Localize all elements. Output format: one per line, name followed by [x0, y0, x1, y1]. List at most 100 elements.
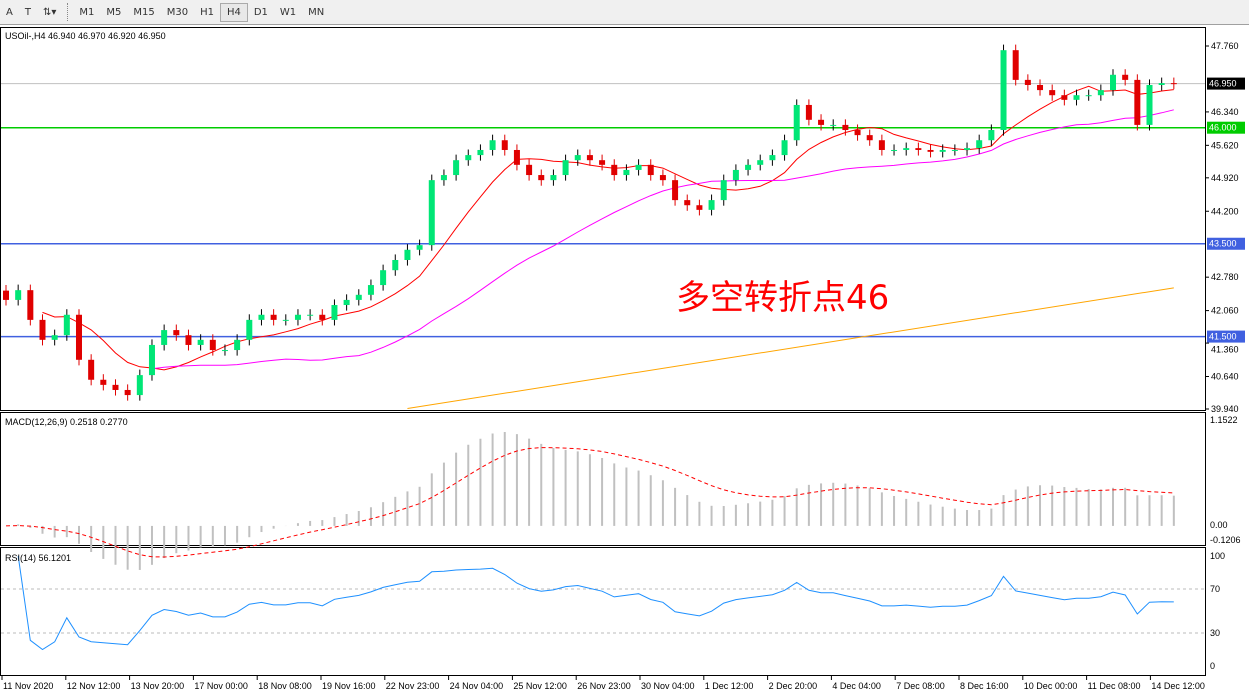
- candle-body: [367, 285, 374, 295]
- candle-body: [234, 339, 241, 351]
- time-tick-label: 25 Nov 12:00: [513, 681, 567, 691]
- text-icon[interactable]: A: [6, 6, 13, 18]
- timeframe-mn[interactable]: MN: [308, 6, 325, 18]
- candle-body: [440, 175, 447, 181]
- candle-body: [611, 164, 618, 176]
- timeframe-d1[interactable]: D1: [253, 6, 268, 18]
- candle-body: [720, 180, 727, 201]
- candle-body: [599, 160, 606, 165]
- toolbar: A T ⇅▾ M1 M5 M15 M30 H1 H4 D1 W1 MN: [0, 0, 1249, 25]
- candle-body: [1122, 74, 1129, 80]
- candle-body: [1097, 90, 1104, 96]
- time-tick-label: 10 Dec 00:00: [1024, 681, 1078, 691]
- price-line-badge: [1207, 330, 1245, 343]
- time-tick-label: 12 Nov 12:00: [67, 681, 121, 691]
- time-tick-label: 26 Nov 23:00: [577, 681, 631, 691]
- candle-body: [769, 155, 776, 161]
- candle-body: [976, 140, 983, 149]
- time-tick-label: 19 Nov 16:00: [322, 681, 376, 691]
- candle-body: [294, 314, 301, 320]
- candle-body: [136, 375, 143, 396]
- price-tick-label: 39.940: [1211, 404, 1239, 414]
- candle-body: [416, 245, 423, 250]
- candle-body: [1000, 50, 1007, 131]
- candle-body: [258, 314, 265, 320]
- candle-body: [209, 339, 216, 351]
- candle-body: [477, 149, 484, 156]
- candle-body: [1134, 79, 1141, 125]
- price-tick-label: 47.760: [1211, 41, 1239, 51]
- candle-body: [708, 200, 715, 210]
- timeframe-m5[interactable]: M5: [106, 6, 122, 18]
- candle-body: [793, 104, 800, 141]
- candle-body: [781, 140, 788, 156]
- rsi-tick-label: 30: [1210, 628, 1220, 638]
- time-tick-label: 24 Nov 04:00: [450, 681, 504, 691]
- macd-panel: [0, 412, 1206, 546]
- macd-tick-label: 0.00: [1210, 520, 1228, 530]
- candle-body: [1085, 95, 1092, 97]
- candle-body: [562, 160, 569, 176]
- candle-body: [550, 175, 557, 181]
- candle-body: [757, 160, 764, 165]
- arrows-icon[interactable]: ⇅▾: [42, 6, 57, 18]
- timeframe-h4[interactable]: H4: [219, 2, 248, 22]
- time-tick-label: 2 Dec 20:00: [769, 681, 818, 691]
- macd-tick-label: 1.1522: [1210, 415, 1238, 425]
- ma-fast-line: [42, 85, 1174, 371]
- price-tick-label: 40.640: [1211, 372, 1239, 382]
- price-line-badge: [1207, 237, 1245, 250]
- time-tick-label: 4 Dec 04:00: [832, 681, 881, 691]
- timeframe-m1[interactable]: M1: [79, 6, 95, 18]
- price-tick-label: 45.620: [1211, 140, 1239, 150]
- time-tick-label: 30 Nov 04:00: [641, 681, 695, 691]
- text-label-icon[interactable]: T: [24, 6, 31, 18]
- candle-body: [39, 319, 46, 340]
- candle-body: [878, 140, 885, 150]
- time-tick-label: 1 Dec 12:00: [705, 681, 754, 691]
- candle-body: [282, 319, 289, 321]
- candle-body: [891, 149, 898, 151]
- rsi-tick-label: 70: [1210, 584, 1220, 594]
- candle-body: [805, 104, 812, 120]
- price-tick-label: 44.920: [1211, 173, 1239, 183]
- candle-body: [489, 140, 496, 150]
- candle-body: [903, 148, 910, 150]
- candle-body: [538, 175, 545, 181]
- time-tick-label: 13 Nov 20:00: [131, 681, 185, 691]
- candle-body: [428, 180, 435, 246]
- candle-body: [574, 155, 581, 161]
- candle-body: [1012, 50, 1019, 80]
- macd-tick-label: -0.1206: [1210, 535, 1241, 545]
- candle-body: [75, 314, 82, 360]
- candle-body: [88, 359, 95, 380]
- time-tick-label: 11 Dec 08:00: [1088, 681, 1141, 691]
- price-tick-label: 41.360: [1211, 345, 1239, 355]
- candle-body: [672, 180, 679, 201]
- time-tick-label: 8 Dec 16:00: [960, 681, 1009, 691]
- timeframe-w1[interactable]: W1: [279, 6, 297, 18]
- candle-body: [15, 290, 22, 300]
- timeframe-h1[interactable]: H1: [200, 6, 214, 18]
- price-tick-label: 42.780: [1211, 272, 1239, 282]
- candle-body: [355, 294, 362, 300]
- price-line-label: 43.500: [1209, 239, 1237, 249]
- candle-body: [586, 155, 593, 161]
- ma-slow-line: [407, 287, 1174, 410]
- timeframe-m30[interactable]: M30: [166, 6, 189, 18]
- candle-body: [513, 149, 520, 165]
- candle-body: [1158, 83, 1165, 85]
- annotation-text: 多空转折点46: [676, 278, 890, 318]
- candle-body: [1024, 79, 1031, 85]
- candle-body: [27, 290, 34, 320]
- toolbar-separator: [67, 3, 69, 21]
- candle-body: [927, 149, 934, 152]
- time-tick-label: 18 Nov 08:00: [258, 681, 312, 691]
- timeframe-m15[interactable]: M15: [133, 6, 155, 18]
- price-line-badge: [1207, 121, 1245, 134]
- price-line-label: 41.500: [1209, 332, 1237, 342]
- candle-body: [732, 169, 739, 181]
- rsi-tick-label: 100: [1210, 551, 1225, 561]
- candle-body: [1037, 84, 1044, 91]
